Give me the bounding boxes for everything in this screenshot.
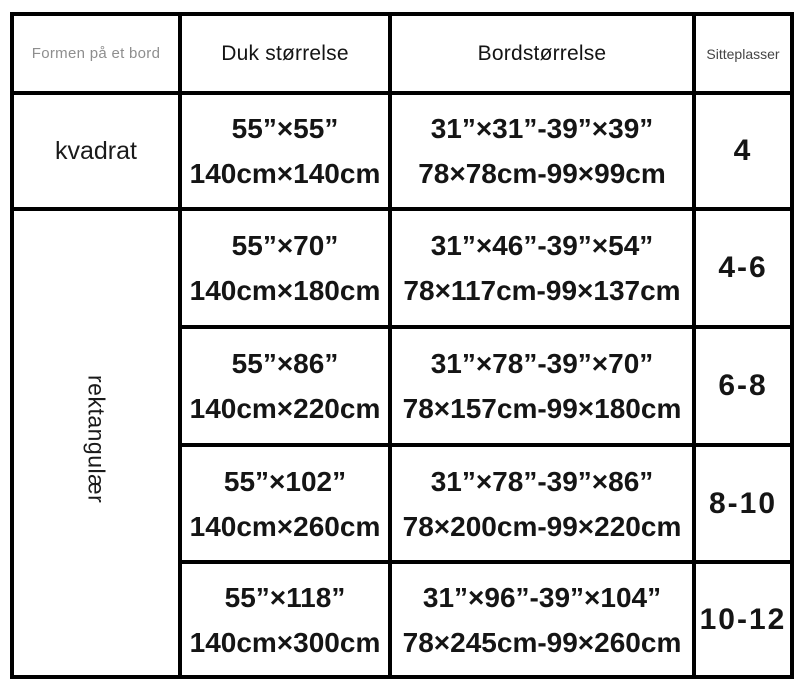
shape-cell-rectangular: rektangulær (10, 207, 182, 679)
cloth-size-cm: 140cm×300cm (189, 626, 381, 658)
seats-cell: 4 (692, 91, 794, 211)
table-size-cm: 78×157cm-99×180cm (402, 393, 682, 424)
cloth-size-cm: 140cm×180cm (189, 275, 381, 306)
cloth-size-cell: 55”×70” 140cm×180cm (178, 207, 392, 329)
cloth-size-inches: 55”×118” (224, 581, 346, 613)
cloth-size-inches: 55”×70” (231, 230, 339, 261)
cloth-size-cm: 140cm×260cm (189, 510, 381, 542)
table-row: 55”×86” 140cm×220cm 31”×78”-39”×70” 78×1… (12, 325, 794, 447)
header-table-size: Bordstørrelse (388, 12, 696, 95)
table-size-cm: 78×200cm-99×220cm (402, 510, 682, 542)
table-row: 55”×118” 140cm×300cm 31”×96”-39”×104” 78… (12, 560, 794, 679)
cloth-size-inches: 55”×102” (223, 465, 347, 497)
table-size-cell: 31”×46”-39”×54” 78×117cm-99×137cm (388, 207, 696, 329)
cloth-size-cell: 55”×118” 140cm×300cm (178, 560, 392, 679)
seats-cell: 10-12 (692, 560, 794, 679)
cloth-size-cell: 55”×55” 140cm×140cm (178, 91, 392, 211)
seats-cell: 4-6 (692, 207, 794, 329)
table-size-cell: 31”×31”-39”×39” 78×78cm-99×99cm (388, 91, 696, 211)
header-row: Formen på et bord Duk størrelse Bordstør… (10, 12, 794, 95)
seats-cell: 8-10 (692, 443, 794, 564)
table-size-cm: 78×117cm-99×137cm (403, 275, 681, 306)
shape-label-vertical: rektangulær (83, 375, 110, 504)
shape-cell-square: kvadrat (10, 91, 182, 211)
table-size-cell: 31”×78”-39”×86” 78×200cm-99×220cm (388, 443, 696, 564)
table-size-cell: 31”×96”-39”×104” 78×245cm-99×260cm (388, 560, 696, 679)
table-size-inches: 31”×46”-39”×54” (430, 230, 654, 261)
cloth-size-cm: 140cm×140cm (189, 158, 381, 189)
cloth-size-inches: 55”×55” (231, 113, 339, 144)
table-size-cell: 31”×78”-39”×70” 78×157cm-99×180cm (388, 325, 696, 447)
header-table-shape: Formen på et bord (10, 12, 182, 95)
table-row: kvadrat 55”×55” 140cm×140cm 31”×31”-39”×… (10, 91, 794, 211)
table-size-inches: 31”×31”-39”×39” (430, 113, 654, 144)
cloth-size-cell: 55”×102” 140cm×260cm (178, 443, 392, 564)
cloth-size-cell: 55”×86” 140cm×220cm (178, 325, 392, 447)
seats-cell: 6-8 (692, 325, 794, 447)
header-cloth-size: Duk størrelse (178, 12, 392, 95)
cloth-size-inches: 55”×86” (231, 348, 339, 379)
cloth-size-cm: 140cm×220cm (189, 393, 381, 424)
table-size-inches: 31”×96”-39”×104” (422, 581, 662, 613)
table-size-inches: 31”×78”-39”×70” (430, 348, 654, 379)
table-row: rektangulær 55”×70” 140cm×180cm 31”×46”-… (10, 207, 794, 679)
header-seats: Sitteplasser (692, 12, 794, 95)
table-size-cm: 78×245cm-99×260cm (402, 626, 682, 658)
table-size-inches: 31”×78”-39”×86” (430, 465, 654, 497)
tablecloth-size-chart: Formen på et bord Duk størrelse Bordstør… (10, 12, 794, 679)
table-size-cm: 78×78cm-99×99cm (418, 158, 666, 189)
table-row: 55”×102” 140cm×260cm 31”×78”-39”×86” 78×… (12, 443, 794, 564)
